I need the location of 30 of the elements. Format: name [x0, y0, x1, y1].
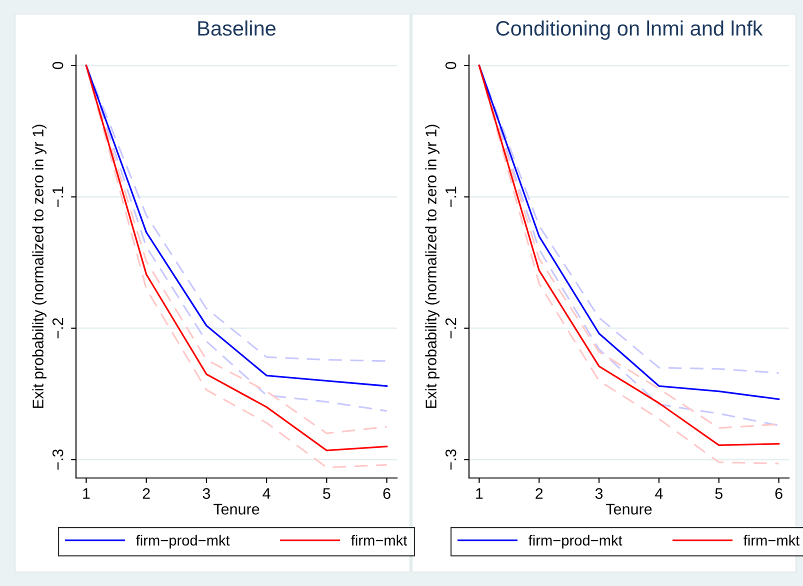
y-tick-label: 0: [445, 62, 456, 70]
x-tick-label: 2: [142, 488, 150, 499]
x-tick-label: 5: [715, 488, 722, 499]
y-tick-label: −.2: [445, 318, 456, 338]
x-tick-label: 2: [536, 488, 543, 499]
chart-title: Baseline: [198, 20, 276, 36]
legend-label: firm−mkt: [351, 534, 408, 546]
x-tick-label: 1: [83, 488, 90, 499]
y-tick-label: −.1: [446, 186, 456, 207]
y-axis-title: Exit probability (normalized to zero in yr 1): [32, 124, 46, 408]
x-tick-label: 6: [383, 488, 390, 499]
y-tick-label: 0: [52, 62, 64, 70]
x-tick-label: 3: [202, 488, 210, 499]
y-tick-label: −.3: [52, 449, 64, 470]
x-tick-label: 4: [655, 488, 663, 499]
y-tick-label: −.2: [52, 318, 64, 338]
y-tick-label: −.3: [445, 449, 456, 470]
legend-label: firm−prod−mkt: [136, 534, 230, 548]
x-tick-label: 4: [262, 488, 270, 499]
x-tick-label: 6: [775, 488, 782, 499]
x-tick-label: 3: [595, 488, 603, 499]
legend-label: firm−mkt: [744, 534, 800, 546]
x-axis-title: Tenure: [213, 504, 260, 515]
x-axis-title: Tenure: [606, 504, 652, 515]
x-tick-label: 5: [323, 488, 330, 499]
x-tick-label: 1: [476, 488, 483, 499]
legend-label: firm−prod−mkt: [528, 534, 622, 548]
y-axis-title: Exit probability (normalized to zero in yr 1): [425, 124, 440, 408]
chart-title: Conditioning on lnmi and lnfk: [496, 20, 763, 40]
y-tick-label: −.1: [52, 186, 64, 207]
